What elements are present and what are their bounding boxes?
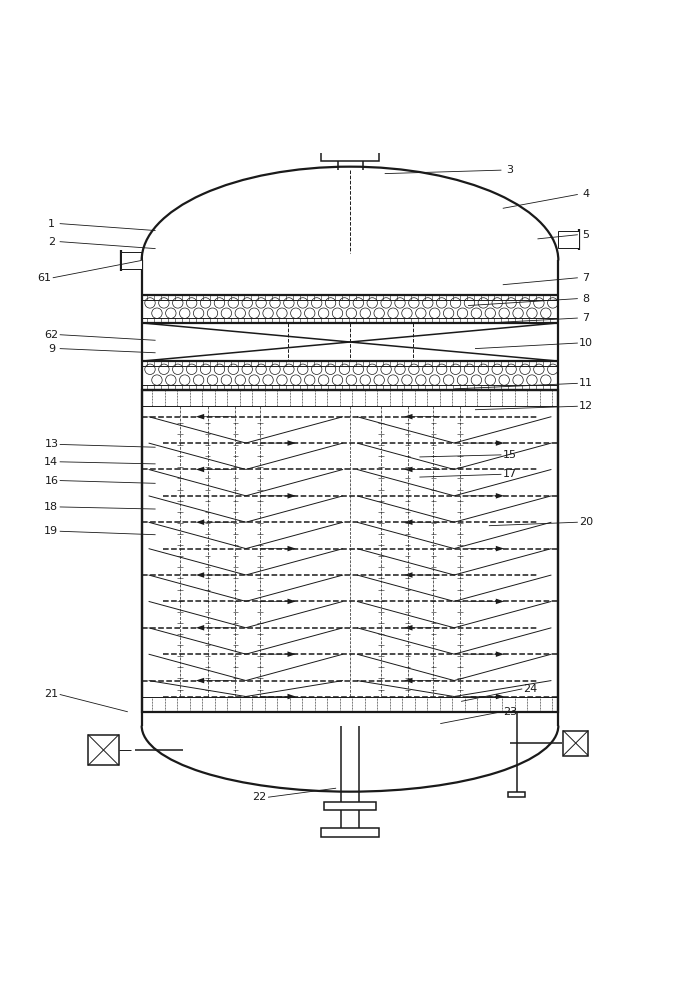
Text: 21: 21 <box>44 689 59 699</box>
FancyArrow shape <box>468 694 504 699</box>
Text: 17: 17 <box>503 469 517 479</box>
Text: 23: 23 <box>503 707 517 717</box>
Bar <box>321 828 379 837</box>
Text: 13: 13 <box>44 439 58 449</box>
FancyArrow shape <box>468 493 504 499</box>
Text: 5: 5 <box>582 230 589 240</box>
FancyArrow shape <box>468 651 504 657</box>
FancyArrow shape <box>404 625 440 631</box>
Text: 61: 61 <box>37 273 51 283</box>
FancyArrow shape <box>260 599 296 604</box>
FancyArrow shape <box>468 440 504 446</box>
FancyArrow shape <box>404 519 440 525</box>
Text: 20: 20 <box>579 517 593 527</box>
Text: 11: 11 <box>579 378 593 388</box>
Text: 3: 3 <box>506 165 513 175</box>
Bar <box>559 231 579 248</box>
Text: 9: 9 <box>48 344 55 354</box>
Text: 7: 7 <box>582 273 589 283</box>
Text: 22: 22 <box>253 792 267 802</box>
Text: 18: 18 <box>44 502 59 512</box>
FancyArrow shape <box>404 678 440 683</box>
FancyArrow shape <box>196 625 232 631</box>
Text: 24: 24 <box>524 684 538 694</box>
FancyArrow shape <box>260 440 296 446</box>
Bar <box>88 735 119 765</box>
FancyArrow shape <box>196 414 232 419</box>
FancyArrow shape <box>260 546 296 551</box>
Text: 7: 7 <box>582 313 589 323</box>
Text: 19: 19 <box>44 526 59 536</box>
FancyArrow shape <box>260 651 296 657</box>
Bar <box>121 252 141 269</box>
Bar <box>508 792 525 797</box>
FancyArrow shape <box>260 694 296 699</box>
Text: 1: 1 <box>48 219 55 229</box>
FancyArrow shape <box>260 493 296 499</box>
FancyArrow shape <box>404 414 440 419</box>
Bar <box>141 390 559 712</box>
Text: 2: 2 <box>48 237 55 247</box>
FancyArrow shape <box>468 546 504 551</box>
Text: 15: 15 <box>503 450 517 460</box>
Text: 8: 8 <box>582 294 589 304</box>
Bar <box>141 390 559 406</box>
FancyArrow shape <box>196 467 232 472</box>
FancyArrow shape <box>404 467 440 472</box>
FancyArrow shape <box>196 678 232 683</box>
Bar <box>564 731 588 756</box>
Bar <box>141 697 559 712</box>
FancyArrow shape <box>404 572 440 578</box>
Bar <box>323 802 377 810</box>
Bar <box>321 151 379 161</box>
Text: 12: 12 <box>579 401 593 411</box>
Text: 16: 16 <box>44 476 58 486</box>
FancyArrow shape <box>196 519 232 525</box>
Text: 14: 14 <box>44 457 59 467</box>
Text: 10: 10 <box>579 338 593 348</box>
FancyArrow shape <box>196 572 232 578</box>
Text: 62: 62 <box>44 330 59 340</box>
FancyArrow shape <box>468 599 504 604</box>
Text: 4: 4 <box>582 189 589 199</box>
